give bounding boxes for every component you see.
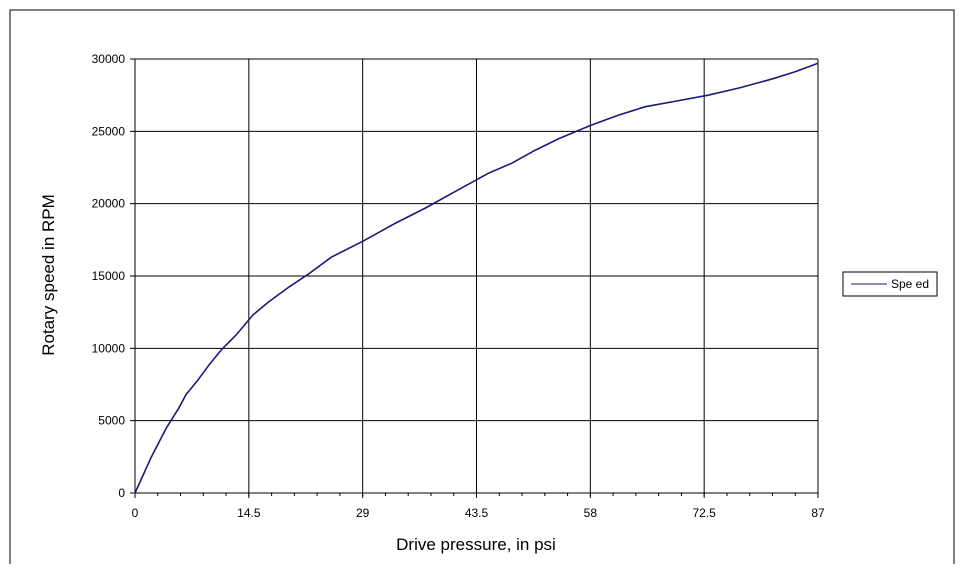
- x-tick-label: 72.5: [692, 506, 716, 520]
- y-tick-label: 25000: [92, 124, 126, 138]
- x-tick-label: 14.5: [237, 506, 261, 520]
- legend: Spe ed: [842, 271, 938, 297]
- y-tick-label: 30000: [92, 52, 126, 66]
- chart-border: [9, 9, 955, 564]
- x-tick-label: 87: [811, 506, 825, 520]
- x-tick-label: 43.5: [465, 506, 489, 520]
- legend-label: Spe ed: [891, 277, 929, 291]
- y-tick-label: 0: [118, 486, 125, 500]
- series-line-speed: [134, 62, 819, 494]
- x-axis-ticks: 0 14.5 29 43.5 58 72.5 87: [132, 493, 825, 520]
- y-tick-label: 5000: [98, 414, 125, 428]
- y-tick-label: 20000: [92, 197, 126, 211]
- gridlines: [134, 58, 819, 494]
- x-axis-title: Drive pressure, in psi: [396, 535, 556, 554]
- y-axis-title: Rotary speed in RPM: [39, 194, 58, 356]
- y-axis-ticks: 0 5000 10000 15000 20000 25000 30000: [92, 52, 135, 500]
- x-tick-label: 0: [132, 506, 139, 520]
- y-tick-label: 10000: [92, 341, 126, 355]
- series-layer: [134, 62, 819, 494]
- x-tick-label: 29: [356, 506, 370, 520]
- y-tick-label: 15000: [92, 269, 126, 283]
- x-tick-label: 58: [584, 506, 598, 520]
